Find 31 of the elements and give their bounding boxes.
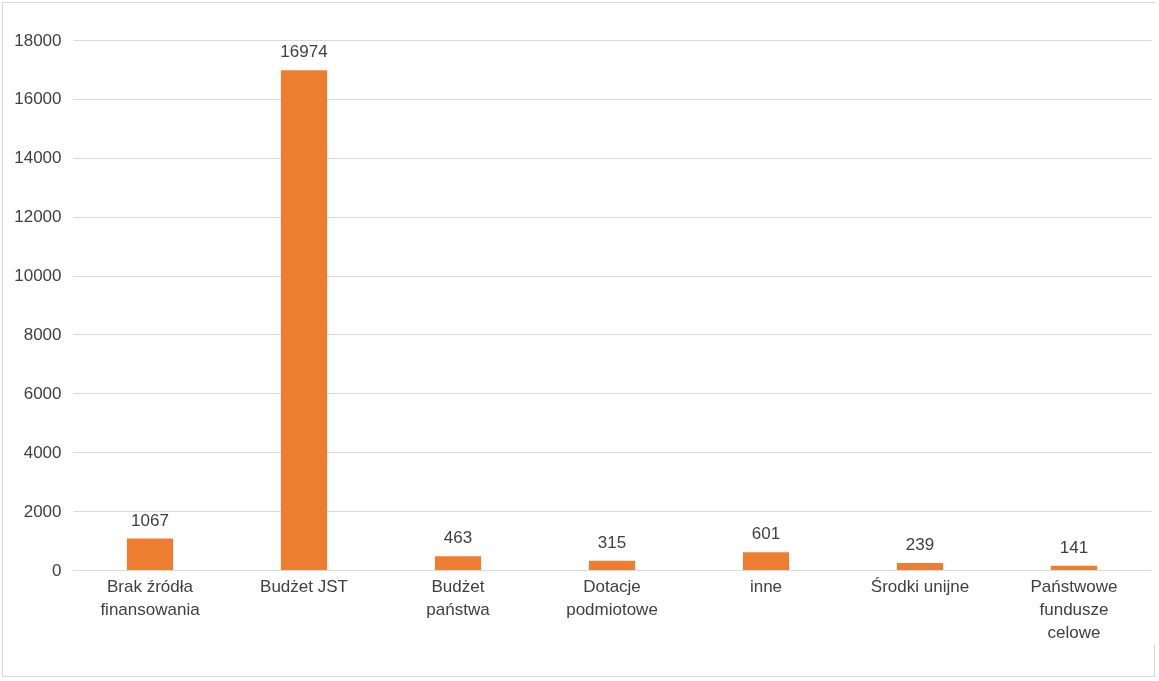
y-tick-label: 10000 bbox=[14, 266, 62, 286]
x-tick-label: Środki unijne bbox=[870, 576, 970, 596]
x-tick-label: Państwowe fundusze celowe bbox=[1030, 576, 1118, 642]
bar bbox=[126, 538, 174, 570]
y-tick-label: 2000 bbox=[23, 501, 62, 521]
x-tick-label: Budżet JST bbox=[260, 576, 348, 596]
bar bbox=[896, 562, 944, 570]
y-tick-label: 14000 bbox=[14, 148, 62, 168]
y-tick-label: 16000 bbox=[14, 89, 62, 109]
data-label: 16974 bbox=[280, 42, 328, 62]
data-label: 601 bbox=[751, 524, 781, 544]
data-label: 239 bbox=[905, 534, 935, 554]
y-tick-label: 8000 bbox=[23, 324, 62, 344]
y-tick-label: 4000 bbox=[23, 442, 62, 462]
bar bbox=[588, 560, 636, 570]
x-tick-label: Dotacje podmiotowe bbox=[566, 576, 658, 619]
data-label: 315 bbox=[597, 532, 627, 552]
data-label: 141 bbox=[1059, 537, 1089, 557]
y-tick-label: 18000 bbox=[14, 30, 62, 50]
x-tick-label: Brak źródła finansowania bbox=[100, 576, 201, 619]
y-tick-label: 12000 bbox=[14, 207, 62, 227]
data-label: 1067 bbox=[131, 510, 169, 530]
data-label: 463 bbox=[443, 528, 473, 548]
y-tick-label: 0 bbox=[52, 560, 62, 580]
bar bbox=[280, 70, 328, 570]
y-tick-label: 6000 bbox=[23, 383, 62, 403]
bar bbox=[742, 552, 790, 570]
bar bbox=[434, 556, 482, 570]
x-tick-label: inne bbox=[749, 576, 783, 596]
x-tick-label: Budżet państwa bbox=[426, 576, 491, 619]
bar bbox=[1050, 565, 1098, 570]
